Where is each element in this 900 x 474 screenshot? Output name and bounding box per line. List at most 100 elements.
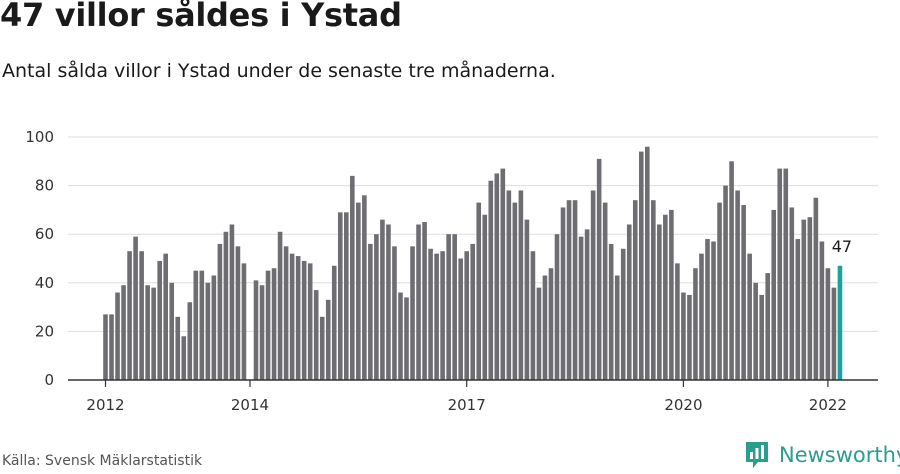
bars [103,146,843,380]
bar [801,219,807,380]
bar [675,263,680,380]
bar [464,251,469,380]
bar [145,285,150,380]
bar [608,243,614,380]
x-tick-label: 2020 [664,396,702,414]
bar [795,239,801,380]
bar [217,243,223,380]
bar [458,258,463,380]
bar [151,287,156,380]
bar [753,282,758,380]
data-label-last: 47 [832,237,852,256]
bar [651,200,656,380]
bar [392,246,397,380]
axes: 2012 2014 2017 2020 2022 [68,379,878,414]
bar [494,173,500,380]
bar [687,294,692,380]
bar [789,207,795,380]
bar [699,253,704,380]
bar [807,217,813,380]
bar [548,268,554,380]
bar [759,294,764,380]
bar [319,316,325,380]
bar [139,251,144,380]
bar [645,146,650,380]
bar [747,253,752,380]
bar [398,292,403,380]
x-tick-label: 2022 [809,396,847,414]
bar [536,287,542,380]
bar [470,243,476,380]
data-labels: 47 [832,237,852,256]
bar [602,202,608,380]
bar [259,285,265,380]
bar [380,219,385,380]
y-tick-label: 80 [35,177,54,195]
bar [163,253,168,380]
bar [566,200,572,380]
bar [115,292,120,380]
bar [681,292,686,380]
bar [223,231,229,380]
bar [235,246,241,380]
bar [590,190,596,380]
bar [620,248,626,380]
bar [181,336,187,380]
bar [741,205,746,380]
bar [596,158,602,380]
bar [506,190,512,380]
bar [729,161,734,380]
bar [813,197,819,380]
bar [356,202,361,380]
bar [777,168,783,380]
bar [205,282,211,380]
bar [386,224,391,380]
bar [283,246,289,380]
bar [819,241,825,380]
bar [301,260,307,380]
bar [193,270,199,380]
bar [626,224,632,380]
bar [632,200,638,380]
bar [705,239,710,380]
bar [241,263,247,380]
bar [175,316,181,380]
bar [542,275,548,380]
bar [771,209,777,380]
bar [199,270,205,380]
bar [416,224,421,380]
bar [500,168,506,380]
source-note: Källa: Svensk Mäklarstatistik [2,453,203,469]
bar [169,282,175,380]
bar [374,234,379,380]
y-tick-label: 60 [35,225,54,243]
bar [313,290,319,380]
bar [253,280,259,380]
bar [229,224,235,380]
bar [295,256,301,380]
bar [422,222,427,380]
bar [109,314,114,380]
bar [578,236,584,380]
page-title: 47 villor såldes i Ystad [0,0,402,34]
bar [271,268,277,380]
bar [488,180,494,380]
bar [404,297,409,380]
bar [476,202,482,380]
brand-logo: Newsworthy [744,440,900,470]
bar [133,236,138,380]
newsworthy-logo-icon [746,442,768,468]
bar [410,246,415,380]
bar [362,195,367,380]
bar [325,299,331,380]
bar [440,251,445,380]
bar [663,214,668,380]
bar [344,212,349,380]
y-tick-label: 20 [35,322,54,340]
bar [512,202,518,380]
bar [524,219,530,380]
bar [554,234,560,380]
bar-highlight [837,265,843,380]
bar [350,175,355,380]
bar [657,224,662,380]
